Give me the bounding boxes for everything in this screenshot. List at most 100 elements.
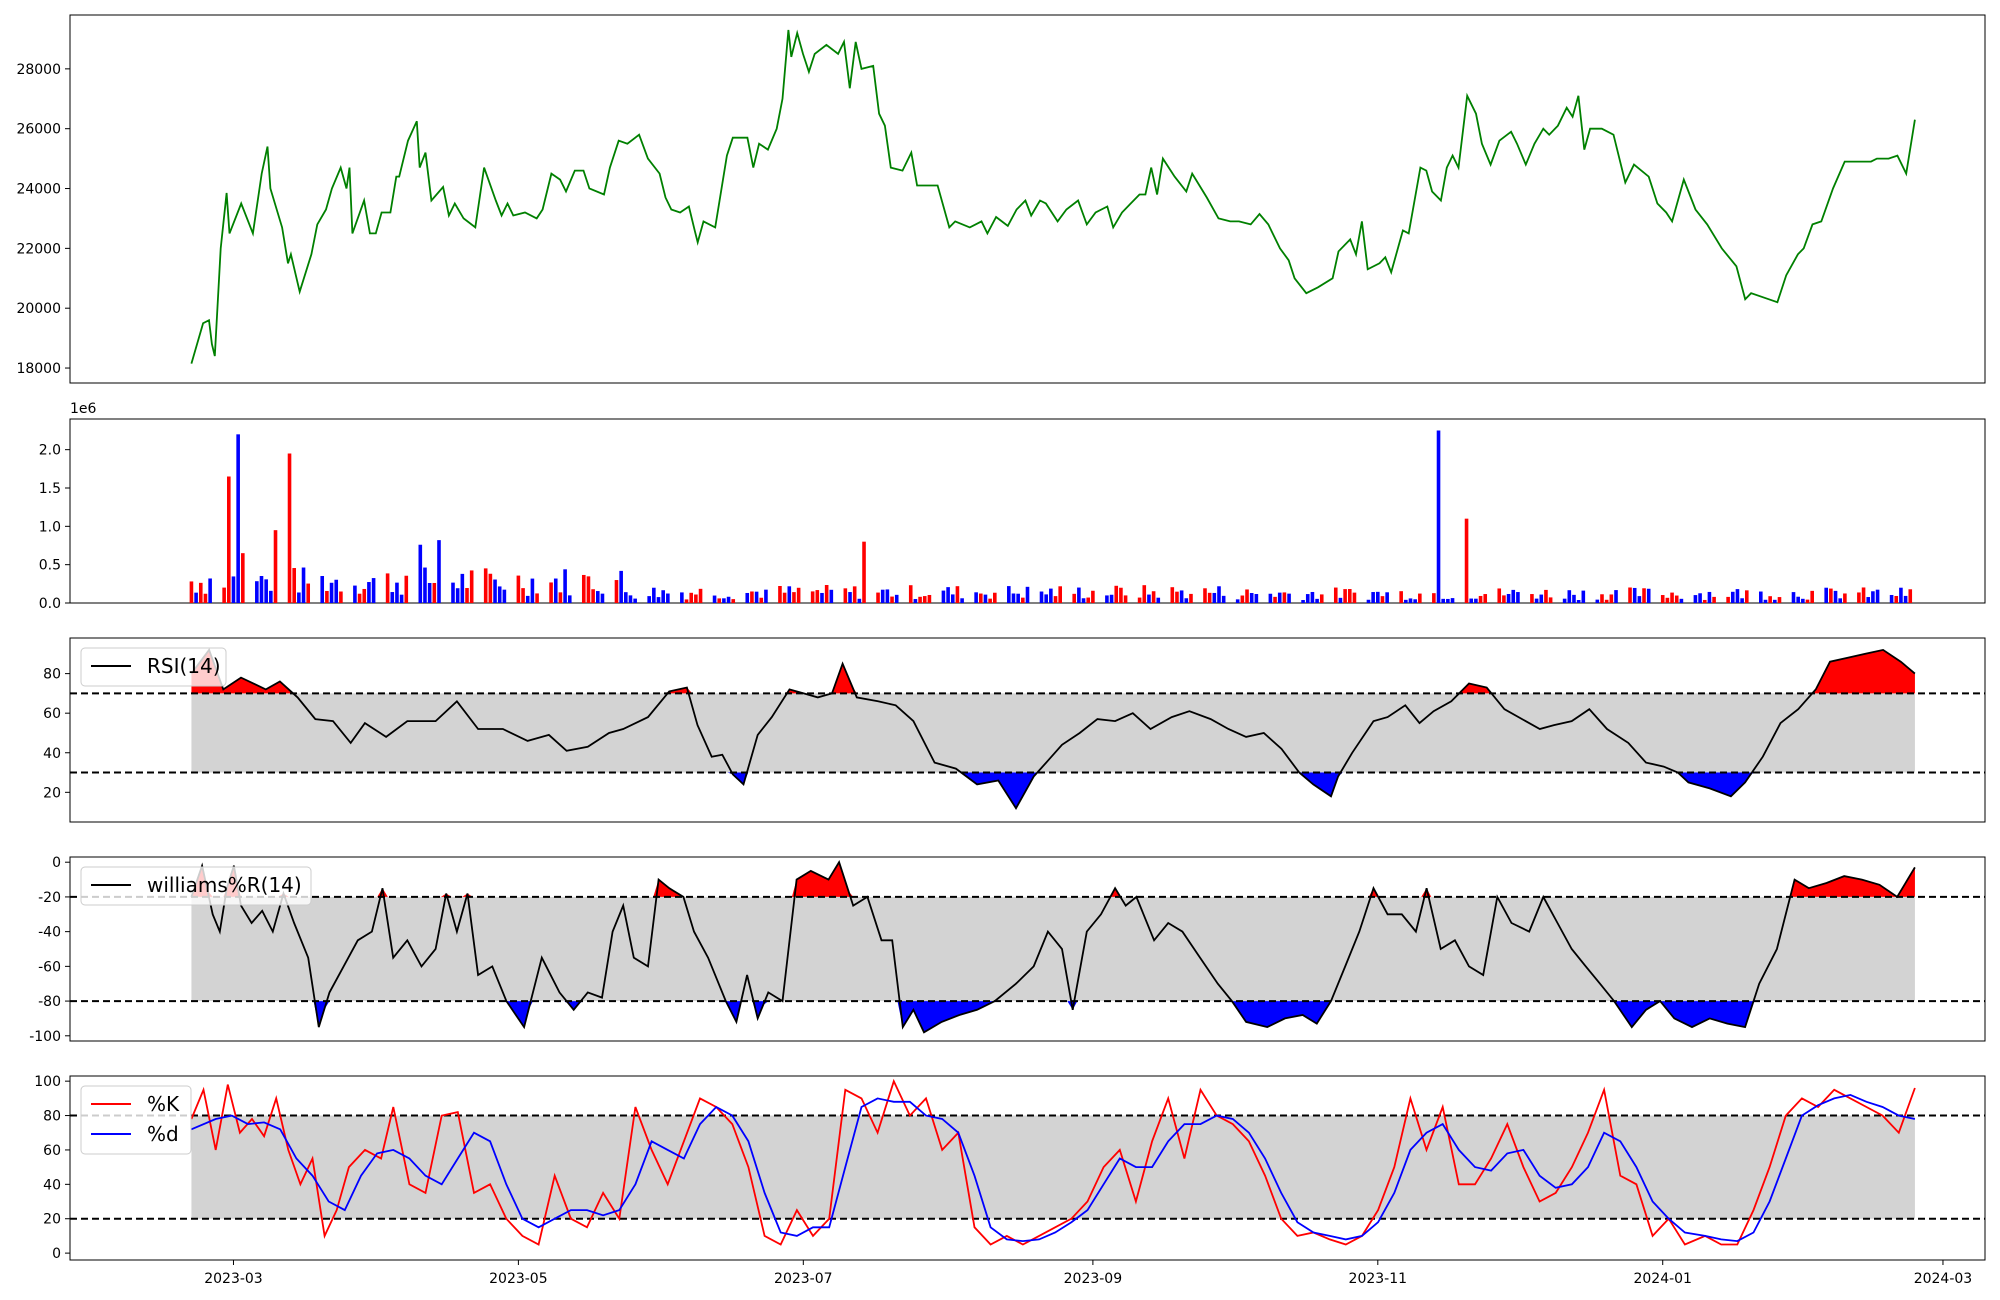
volume-bar [922, 596, 927, 603]
volume-bar [334, 579, 339, 603]
volume-bar [1404, 599, 1408, 603]
xtick-label: 2024-01 [1633, 1271, 1692, 1287]
volume-bar [1735, 589, 1740, 603]
volume-bar [535, 593, 539, 603]
volume-bar [1829, 588, 1833, 603]
volume-bar [1310, 591, 1315, 603]
volume-bar [1506, 593, 1511, 603]
williams-ytick-label: -60 [38, 959, 61, 975]
williams-line [190, 860, 1916, 1034]
volume-bar [712, 595, 717, 603]
price-ytick-label: 22000 [16, 241, 61, 257]
volume-bar [876, 592, 880, 603]
volume-bar [362, 588, 367, 603]
volume-bar [1581, 590, 1586, 603]
volume-bar [222, 587, 226, 603]
volume-bar [1516, 592, 1520, 603]
volume-bar [815, 590, 820, 603]
volume-bar [1777, 597, 1782, 603]
volume-bar [782, 592, 787, 603]
volume-bar [1534, 598, 1539, 603]
volume-bar [1156, 597, 1161, 603]
volume-bar [1347, 589, 1352, 603]
volume-bar [1184, 598, 1189, 603]
legend: RSI(14) [80, 647, 227, 687]
volume-bar [1810, 590, 1814, 603]
rsi-overbought-fill [1455, 683, 1496, 694]
stochastic-d-line [191, 1093, 1916, 1243]
volume-bar [1016, 593, 1020, 603]
volume-bar [1418, 593, 1422, 603]
volume-bar [1413, 599, 1417, 603]
volume-bar [894, 594, 899, 603]
volume-bar [647, 596, 651, 603]
volume-bar [1637, 596, 1642, 603]
volume-bar [848, 592, 852, 603]
volume-bar [1119, 587, 1123, 603]
xtick-label: 2023-05 [489, 1271, 548, 1287]
volume-bar [1843, 593, 1847, 603]
volume-bar [950, 594, 955, 603]
volume-bar [1483, 594, 1488, 603]
volume-bar [390, 592, 395, 603]
volume-bar [502, 589, 507, 603]
volume-bar [1903, 595, 1908, 603]
volume-bar [1376, 591, 1380, 603]
volume-bar [465, 588, 469, 603]
volume-bar [1240, 595, 1245, 603]
rsi-oversold-fill [1299, 772, 1343, 797]
volume-bar [357, 593, 362, 603]
volume-bar [988, 598, 992, 603]
legend-box [80, 647, 227, 687]
volume-bar [726, 596, 731, 603]
volume-bar [1091, 590, 1095, 603]
volume-bar [852, 586, 857, 603]
volume-bar [1857, 592, 1861, 603]
volume-bar [1203, 588, 1207, 603]
volume-bar [493, 579, 497, 603]
volume-bar [1502, 595, 1506, 603]
volume-bar [680, 592, 684, 603]
volume-bar [633, 598, 637, 603]
williams-oversold-fill [1231, 1001, 1332, 1028]
volume-bar [1544, 589, 1548, 603]
volume-bar [927, 594, 932, 603]
volume-bar [1301, 600, 1305, 603]
volume-bar [353, 585, 357, 603]
volume-bar [1660, 595, 1665, 603]
volume-bar [1039, 591, 1044, 603]
volume-bar [946, 587, 950, 603]
volume-bar [203, 593, 208, 603]
price-line [190, 29, 1916, 364]
volume-bar [404, 575, 409, 603]
xtick-label: 2023-11 [1349, 1271, 1408, 1287]
volume-bar [1665, 597, 1670, 603]
volume-bar [269, 590, 273, 603]
volume-bar [1305, 594, 1310, 603]
volume-bar [1077, 587, 1081, 603]
volume-bar [993, 592, 997, 603]
volume-bar [1277, 592, 1282, 603]
volume-bar [1151, 591, 1156, 603]
volume-bar [264, 579, 268, 603]
volume-bar [759, 597, 764, 603]
volume-bar [974, 592, 978, 603]
xtick-label: 2023-09 [1064, 1271, 1123, 1287]
volume-bar [689, 592, 694, 603]
legend-label: %d [147, 1122, 179, 1146]
price-panel-frame [69, 14, 1986, 384]
volume-bar [320, 576, 325, 603]
volume-bar [717, 598, 722, 603]
volume-bar [1548, 597, 1553, 603]
volume-bar [395, 582, 399, 603]
volume-bar [619, 570, 623, 603]
price-ytick-label: 28000 [16, 62, 61, 78]
price-ytick-label: 24000 [16, 182, 61, 198]
volume-bar [1399, 591, 1403, 603]
volume-bar [553, 578, 558, 603]
volume-bar [371, 578, 376, 603]
volume-bar [820, 592, 824, 603]
volume-bar [1450, 598, 1455, 603]
volume-bar [1385, 592, 1389, 603]
volume-bar [595, 591, 600, 603]
